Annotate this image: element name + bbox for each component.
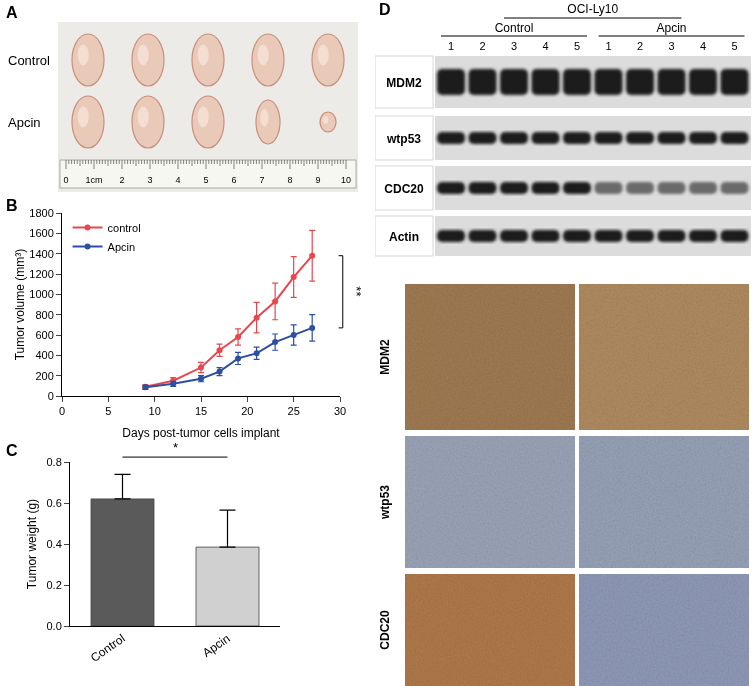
svg-text:1600: 1600: [29, 227, 53, 239]
svg-text:600: 600: [35, 329, 53, 341]
svg-text:*: *: [173, 440, 178, 455]
svg-text:control: control: [108, 222, 141, 234]
svg-text:4: 4: [542, 40, 548, 52]
svg-text:3: 3: [511, 40, 517, 52]
svg-text:Apcin: Apcin: [108, 241, 136, 253]
svg-text:0: 0: [59, 405, 65, 417]
svg-text:0.6: 0.6: [47, 497, 62, 509]
svg-text:5: 5: [105, 405, 111, 417]
svg-text:4: 4: [700, 40, 706, 52]
svg-text:Days post-tumor cells implant: Days post-tumor cells implant: [122, 426, 280, 440]
svg-text:Apcin: Apcin: [8, 115, 41, 130]
svg-text:1800: 1800: [29, 207, 53, 219]
svg-text:wtp53: wtp53: [378, 485, 392, 520]
svg-text:1: 1: [605, 40, 611, 52]
svg-text:D: D: [379, 1, 391, 18]
svg-text:A: A: [6, 4, 18, 21]
svg-text:3: 3: [147, 175, 152, 185]
svg-text:6: 6: [231, 175, 236, 185]
svg-text:0.4: 0.4: [47, 538, 62, 550]
svg-text:5: 5: [731, 40, 737, 52]
svg-text:7: 7: [259, 175, 264, 185]
svg-text:C: C: [6, 442, 18, 459]
svg-text:9: 9: [315, 175, 320, 185]
svg-text:10: 10: [149, 405, 161, 417]
svg-text:30: 30: [334, 405, 346, 417]
svg-text:**: **: [349, 286, 364, 296]
svg-text:2: 2: [637, 40, 643, 52]
svg-text:200: 200: [35, 370, 53, 382]
svg-text:10: 10: [341, 175, 351, 185]
svg-text:MDM2: MDM2: [386, 76, 422, 90]
svg-text:Control: Control: [88, 631, 128, 665]
svg-text:Apcin: Apcin: [656, 21, 686, 35]
svg-text:wtp53: wtp53: [386, 132, 421, 146]
svg-text:Control: Control: [495, 21, 534, 35]
svg-text:1000: 1000: [29, 288, 53, 300]
svg-text:Tumor weight (g): Tumor weight (g): [25, 499, 39, 589]
svg-text:0.8: 0.8: [47, 456, 62, 468]
svg-text:1400: 1400: [29, 248, 53, 260]
svg-text:1cm: 1cm: [85, 175, 102, 185]
svg-text:0.2: 0.2: [47, 579, 62, 591]
svg-text:CDC20: CDC20: [384, 182, 424, 196]
svg-text:Tumor volume (mm³): Tumor volume (mm³): [13, 249, 27, 361]
svg-text:OCI-Ly10: OCI-Ly10: [567, 2, 618, 16]
svg-text:20: 20: [241, 405, 253, 417]
svg-text:1: 1: [448, 40, 454, 52]
svg-text:CDC20: CDC20: [378, 610, 392, 650]
svg-text:Control: Control: [8, 53, 50, 68]
svg-text:5: 5: [574, 40, 580, 52]
svg-text:4: 4: [175, 175, 180, 185]
svg-text:Actin: Actin: [389, 230, 419, 244]
svg-text:Apcin: Apcin: [200, 631, 233, 660]
svg-text:3: 3: [668, 40, 674, 52]
svg-text:0: 0: [63, 175, 68, 185]
svg-text:8: 8: [287, 175, 292, 185]
svg-text:B: B: [6, 197, 18, 214]
svg-text:0.0: 0.0: [47, 620, 62, 632]
svg-text:2: 2: [479, 40, 485, 52]
svg-text:1200: 1200: [29, 268, 53, 280]
svg-text:0: 0: [48, 390, 54, 402]
svg-text:MDM2: MDM2: [378, 339, 392, 375]
svg-text:2: 2: [119, 175, 124, 185]
svg-text:400: 400: [35, 349, 53, 361]
svg-text:800: 800: [35, 309, 53, 321]
svg-text:15: 15: [195, 405, 207, 417]
svg-text:5: 5: [203, 175, 208, 185]
svg-text:25: 25: [288, 405, 300, 417]
